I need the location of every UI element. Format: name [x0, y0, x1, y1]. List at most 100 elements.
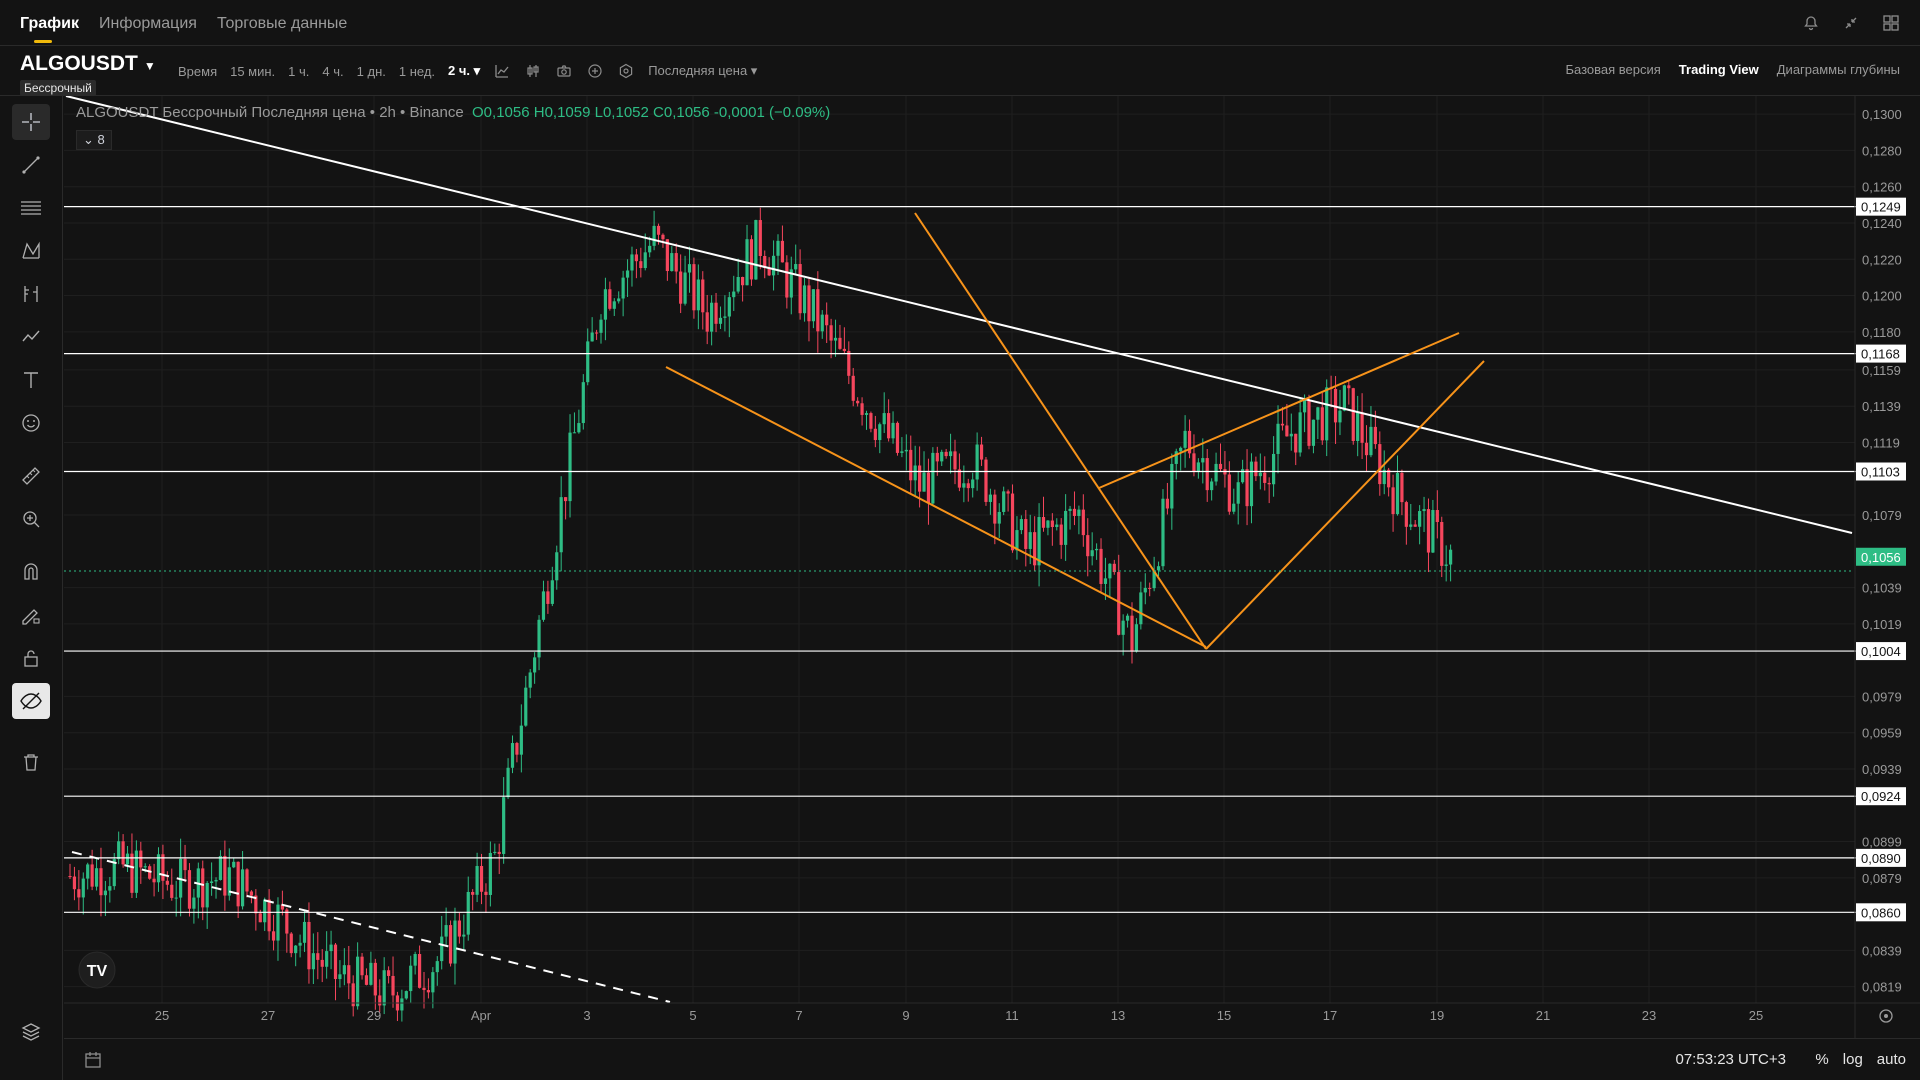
draw-lock-icon[interactable]: [12, 597, 50, 633]
candle-body: [608, 289, 612, 309]
candle-body: [103, 890, 107, 896]
log-scale-toggle[interactable]: log: [1842, 1051, 1863, 1068]
price-type-dropdown[interactable]: Последняя цена ▾: [648, 63, 758, 78]
forecast-icon[interactable]: [12, 276, 50, 312]
candle-body: [1409, 524, 1413, 527]
candle-body: [648, 245, 652, 253]
rising-channel-upper[interactable]: [1098, 332, 1460, 489]
candle-body: [86, 864, 90, 879]
candle-body: [333, 944, 338, 980]
trash-icon[interactable]: [12, 744, 50, 780]
view-tradingview[interactable]: Trading View: [1678, 62, 1759, 77]
interval-1h[interactable]: 1 ч.: [288, 63, 310, 79]
magnet-icon[interactable]: [12, 554, 50, 590]
candle-body: [1019, 519, 1023, 531]
trend-line-icon[interactable]: [12, 147, 50, 183]
candle-body: [81, 878, 85, 898]
candle-body: [1241, 469, 1245, 483]
brush-icon[interactable]: [12, 319, 50, 355]
layers-icon[interactable]: [12, 1014, 50, 1050]
text-icon[interactable]: [12, 362, 50, 398]
candle-body: [409, 965, 413, 992]
interval-4h[interactable]: 4 ч.: [322, 63, 344, 79]
candle-body: [586, 341, 590, 383]
candle-body: [652, 225, 656, 246]
candle-body: [1081, 509, 1085, 536]
wedge-lower-line[interactable]: [665, 366, 1207, 648]
candle-body: [878, 424, 882, 441]
crosshair-icon[interactable]: [12, 104, 50, 140]
candle-body: [559, 497, 563, 553]
interval-15m[interactable]: 15 мин.: [230, 63, 276, 79]
tab-trading-data[interactable]: Торговые данные: [216, 15, 348, 32]
time-axis[interactable]: 25 27 29 Apr 3 5 7 9 11 13 15 17 19 21 23 25: [155, 1008, 1763, 1023]
indicator-toggle[interactable]: ⌄ 8: [76, 130, 112, 150]
tab-chart[interactable]: График: [20, 2, 79, 43]
candle-body: [966, 483, 970, 489]
settings-icon[interactable]: [617, 62, 635, 80]
indicators-icon[interactable]: [493, 62, 511, 80]
symbol-name: ALGOUSDT: [20, 52, 138, 75]
candle-body: [665, 239, 669, 272]
interval-2h-dropdown[interactable]: 2 ч. ▾: [448, 63, 481, 78]
candle-body: [90, 864, 94, 887]
candle-body: [918, 465, 922, 492]
percent-scale-toggle[interactable]: %: [1815, 1051, 1829, 1068]
dashed-trendline[interactable]: [71, 851, 671, 1003]
price-chart[interactable]: 0,12490,11680,11030,10040,09240,08900,08…: [64, 96, 1920, 1038]
utc-clock[interactable]: 07:53:23 UTC+3: [1675, 1051, 1787, 1068]
candle-body: [1245, 469, 1249, 507]
lock-icon[interactable]: [12, 640, 50, 676]
price-tick-label: 0,1079: [1862, 508, 1902, 523]
auto-scale-toggle[interactable]: auto: [1876, 1051, 1906, 1068]
price-tick-label: 0,1139: [1862, 399, 1901, 414]
wedge-upper-line[interactable]: [914, 212, 1207, 650]
symbol-selector[interactable]: ALGOUSDT ▼: [20, 52, 156, 76]
candle-body: [732, 291, 736, 298]
drawings: [65, 96, 1853, 1003]
candle-body: [993, 494, 997, 524]
pattern-icon[interactable]: [12, 233, 50, 269]
level-price-label: 0,0890: [1861, 851, 1901, 866]
bell-icon[interactable]: [1800, 12, 1822, 34]
camera-icon[interactable]: [555, 62, 573, 80]
candle-body: [1422, 509, 1426, 512]
interval-1d[interactable]: 1 дн.: [356, 63, 386, 79]
tab-info[interactable]: Информация: [98, 15, 197, 32]
candle-body: [935, 452, 939, 462]
bottom-bar: 07:53:23 UTC+3 % log auto: [64, 1038, 1920, 1080]
candle-body: [1125, 615, 1130, 621]
plus-circle-icon[interactable]: [586, 62, 604, 80]
hide-drawings-icon[interactable]: [12, 683, 50, 719]
view-basic[interactable]: Базовая версия: [1565, 62, 1661, 77]
descending-trendline[interactable]: [65, 96, 1853, 534]
candle-body: [68, 876, 72, 878]
layout-grid-icon[interactable]: [1880, 12, 1902, 34]
horizontal-lines-icon[interactable]: [12, 190, 50, 226]
candle-body: [696, 279, 700, 311]
candle-type-icon[interactable]: [524, 62, 542, 80]
emoji-icon[interactable]: [12, 405, 50, 441]
candle-body: [223, 855, 227, 896]
rising-channel-lower[interactable]: [1205, 360, 1485, 650]
candle-body: [838, 337, 842, 349]
interval-1w[interactable]: 1 нед.: [398, 63, 436, 79]
candle-body: [187, 870, 192, 909]
view-depth[interactable]: Диаграммы глубины: [1776, 62, 1900, 77]
candle-body: [484, 891, 488, 895]
candle-body: [112, 859, 116, 887]
ruler-icon[interactable]: [12, 458, 50, 494]
candle-body: [1103, 578, 1108, 584]
legend-close: C0,1056: [653, 104, 710, 121]
candle-body: [1196, 462, 1200, 472]
candle-body: [1351, 388, 1355, 442]
candle-body: [1059, 524, 1063, 545]
time-tick-label: 27: [261, 1008, 275, 1023]
axis-settings-icon[interactable]: [1879, 1009, 1893, 1023]
date-range-icon[interactable]: [82, 1049, 104, 1071]
price-axis[interactable]: 0,1300 0,1280 0,1260 0,1240 0,1220 0,1200 0,11…: [1856, 107, 1906, 995]
collapse-icon[interactable]: [1840, 12, 1862, 34]
candle-body: [360, 956, 364, 976]
level-price-label: 0,1168: [1861, 347, 1900, 362]
zoom-in-icon[interactable]: [12, 501, 50, 537]
